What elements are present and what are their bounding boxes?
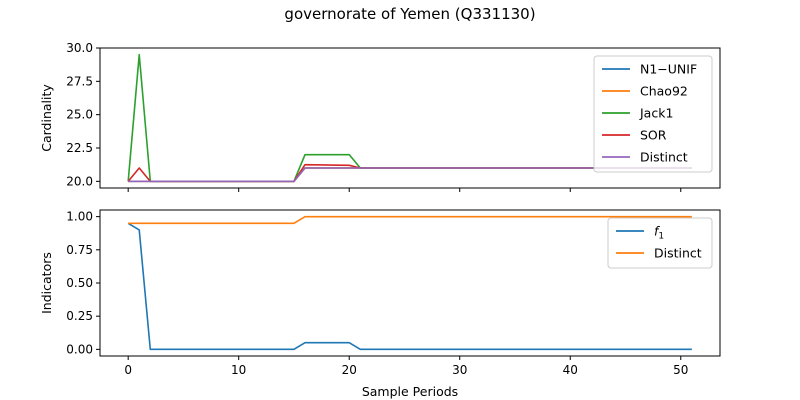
x-tick-label: 50: [673, 363, 688, 377]
y-tick-label: 25.0: [66, 108, 93, 122]
y-tick-label: 20.0: [66, 174, 93, 188]
x-axis-label: Sample Periods: [362, 384, 458, 399]
y-axis-label-1: Cardinality: [39, 84, 54, 152]
y-axis-label-2: Indicators: [39, 252, 54, 314]
y-tick-label: 30.0: [66, 41, 93, 55]
legend-box: [607, 217, 713, 269]
legend-label: N1−UNIF: [640, 62, 697, 77]
legend-label: f1: [654, 224, 664, 242]
series-line-1-3: [127, 53, 692, 183]
series-line-1-5: [128, 167, 692, 183]
legend-label: Distinct: [640, 150, 688, 165]
legend-label: SOR: [640, 128, 667, 143]
series-line-2-1: [127, 222, 692, 351]
legend-1: N1−UNIF Chao92 Jack1 SOR Distinct: [593, 55, 713, 173]
x-tick-label: 30: [452, 363, 467, 377]
y-tick-label: 22.5: [66, 141, 93, 155]
legend-label: Distinct: [654, 246, 702, 261]
x-tick-label: 20: [342, 363, 357, 377]
y-tick-label: 1.00: [66, 210, 93, 224]
legend-box: [593, 55, 713, 173]
legend-label: Jack1: [639, 106, 673, 121]
y-tick-label: 27.5: [66, 74, 93, 88]
x-tick-label: 40: [563, 363, 578, 377]
y-tick-label: 0.75: [66, 243, 93, 257]
y-tick-label: 0.00: [66, 342, 93, 356]
panel-2: 0.00 0.25 0.50 0.75 1.00 0 10 20 30 40 50 Indicator…: [39, 209, 721, 377]
series-line-2-2: [128, 215, 692, 225]
legend-2: f1 Distinct: [607, 217, 713, 269]
chart-title: governorate of Yemen (Q331130): [284, 5, 535, 23]
y-tick-label: 0.50: [66, 276, 93, 290]
panel-1: 20.0 22.5 25.0 27.5 30.0 Cardinality N1−UNIF Ch…: [39, 41, 721, 192]
y-tick-label: 0.25: [66, 309, 93, 323]
x-tick-label: 0: [124, 363, 132, 377]
x-tick-label: 10: [231, 363, 246, 377]
legend-label: Chao92: [640, 84, 688, 99]
plot-frame-1: [99, 47, 721, 189]
